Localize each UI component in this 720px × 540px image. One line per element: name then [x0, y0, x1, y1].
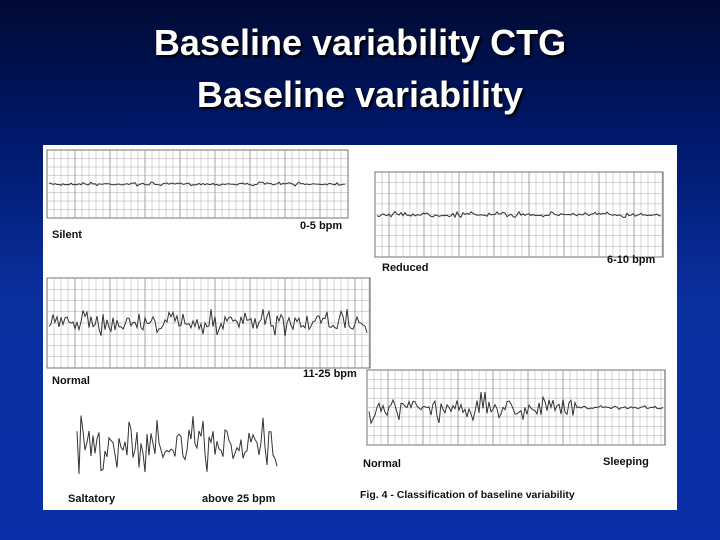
title-line: Baseline variability CTG [153, 22, 567, 63]
strip-label: Reduced [382, 262, 428, 274]
strip-label: Sleeping [603, 456, 649, 468]
ctg-trace [376, 210, 662, 219]
strip-label: Normal [52, 375, 90, 387]
ctg-trace [76, 415, 278, 474]
strips [46, 149, 666, 474]
title-line: Baseline variability [196, 74, 524, 115]
ctg-trace [368, 391, 664, 425]
strip-label: Saltatory [68, 493, 116, 505]
strip-label: 11-25 bpm [303, 368, 357, 380]
ctg-trace [48, 181, 346, 187]
strip-label: Normal [363, 458, 401, 470]
strip-label: 6-10 bpm [607, 254, 656, 266]
figure-caption: Fig. 4 - Classification of baseline vari… [360, 489, 575, 501]
strip-label: Silent [52, 229, 82, 241]
strip-label: above 25 bpm [202, 493, 276, 505]
ctg-trace [48, 309, 368, 337]
strip-label: 0-5 bpm [300, 220, 342, 232]
